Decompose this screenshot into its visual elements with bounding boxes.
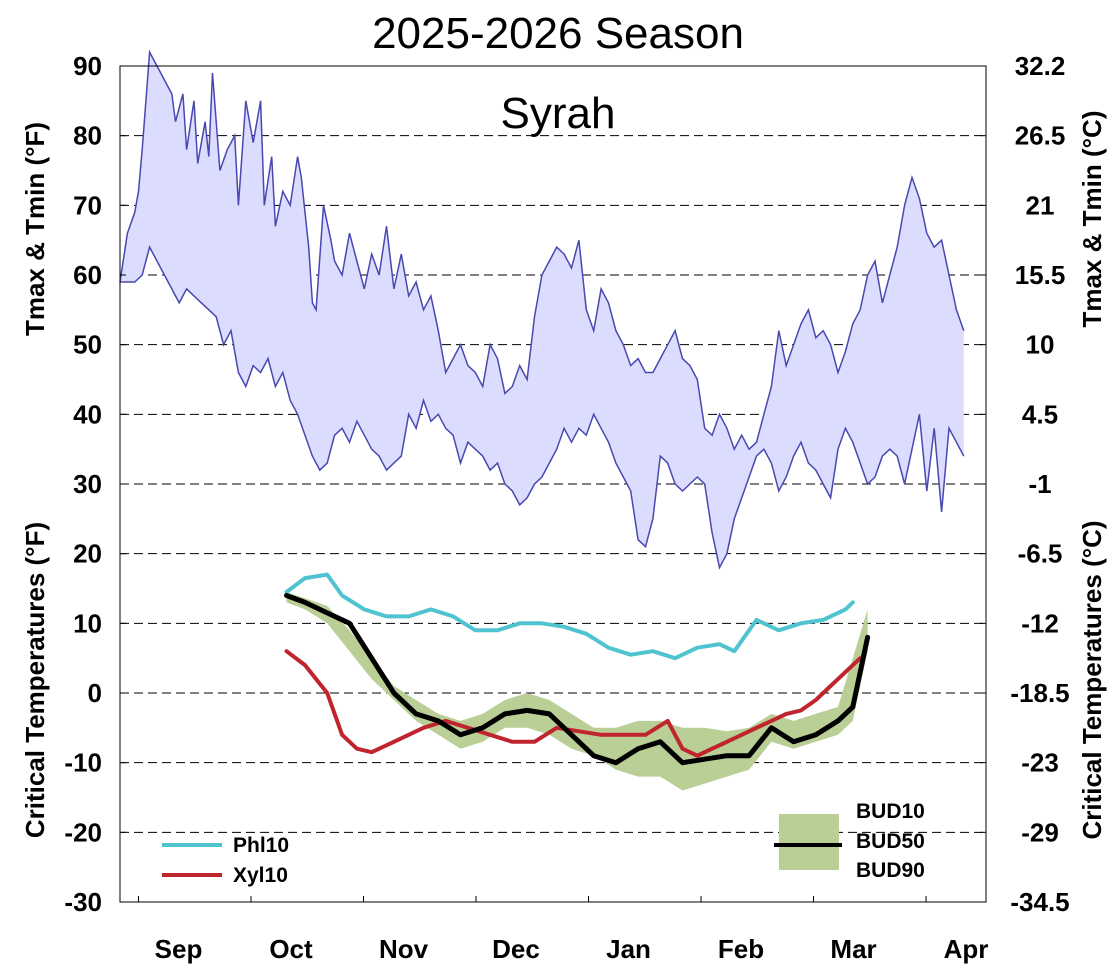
bud-band-series [286,592,868,791]
left-tick-label: 40 [73,399,102,429]
x-tick-label: Feb [718,934,764,964]
right-lower-axis-label: Critical Temperatures (°C) [1077,520,1107,839]
left-tick-label: 70 [73,190,102,220]
bud10-bud90-area [286,592,868,791]
right-tick-label: 10 [1026,330,1055,360]
right-tick-label: -1 [1028,469,1051,499]
phl10-line [284,572,855,661]
right-upper-axis-label: Tmax & Tmin (°C) [1077,111,1107,328]
legend-phl10-label: Phl10 [233,834,289,857]
legend-left: Phl10 Xyl10 [162,834,289,887]
left-tick-label: 30 [73,469,102,499]
tmax-tmin-band [119,49,965,570]
left-lower-axis-label: Critical Temperatures (°F) [20,522,50,838]
right-tick-label: -23 [1021,748,1059,778]
right-tick-label: 21 [1026,190,1055,220]
right-tick-label: 4.5 [1022,399,1058,429]
left-tick-label: 90 [73,51,102,81]
left-tick-label: 60 [73,260,102,290]
x-tick-label: Nov [379,934,429,964]
right-axis-ticks: 32.2 26.5 21 15.5 10 4.5 -1 -6.5 -12 -18.5 -23 -29 -… [980,51,1070,917]
critical-temperature-lines [284,572,871,766]
tmax-tmin-area [120,52,964,568]
right-tick-label: 26.5 [1015,121,1066,151]
x-tick-label: Oct [269,934,313,964]
tmin-line [120,245,965,570]
legend-bud50-label: BUD50 [856,830,925,853]
left-upper-axis-label: Tmax & Tmin (°F) [20,122,50,336]
x-axis-ticks: Sep Oct Nov Dec Jan Feb Mar Apr [138,896,989,964]
left-axis-ticks: 90 80 70 60 50 40 30 20 10 0 -10 -20 -30 [64,51,126,917]
legend-bud10-label: BUD10 [856,800,925,823]
x-tick-label: Jan [606,934,651,964]
bud50-line [284,593,871,766]
right-tick-label: 15.5 [1015,260,1066,290]
right-tick-label: 32.2 [1015,51,1066,81]
legend-bud-band-swatch [779,814,839,870]
chart-title: 2025-2026 Season [372,9,744,58]
right-tick-label: -6.5 [1018,539,1063,569]
left-tick-label: 80 [73,121,102,151]
left-tick-label: 20 [73,539,102,569]
right-tick-label: -12 [1021,608,1059,638]
left-tick-label: 50 [73,330,102,360]
right-tick-label: -18.5 [1010,678,1069,708]
right-tick-label: -29 [1021,817,1059,847]
chart-subtitle: Syrah [501,89,616,138]
legend-bud90-label: BUD90 [856,859,925,882]
legend-right: BUD10 BUD50 BUD90 [774,800,925,882]
left-tick-label: 10 [73,608,102,638]
left-tick-label: -20 [64,817,102,847]
x-tick-label: Apr [944,934,989,964]
x-tick-label: Mar [830,934,876,964]
legend-xyl10-label: Xyl10 [233,864,288,887]
right-tick-label: -34.5 [1010,887,1069,917]
x-tick-label: Sep [155,934,203,964]
tmax-line [119,49,965,452]
x-tick-label: Dec [492,934,540,964]
left-tick-label: -30 [64,887,102,917]
left-tick-label: 0 [88,678,102,708]
left-tick-label: -10 [64,748,102,778]
xyl10-line [284,649,863,758]
